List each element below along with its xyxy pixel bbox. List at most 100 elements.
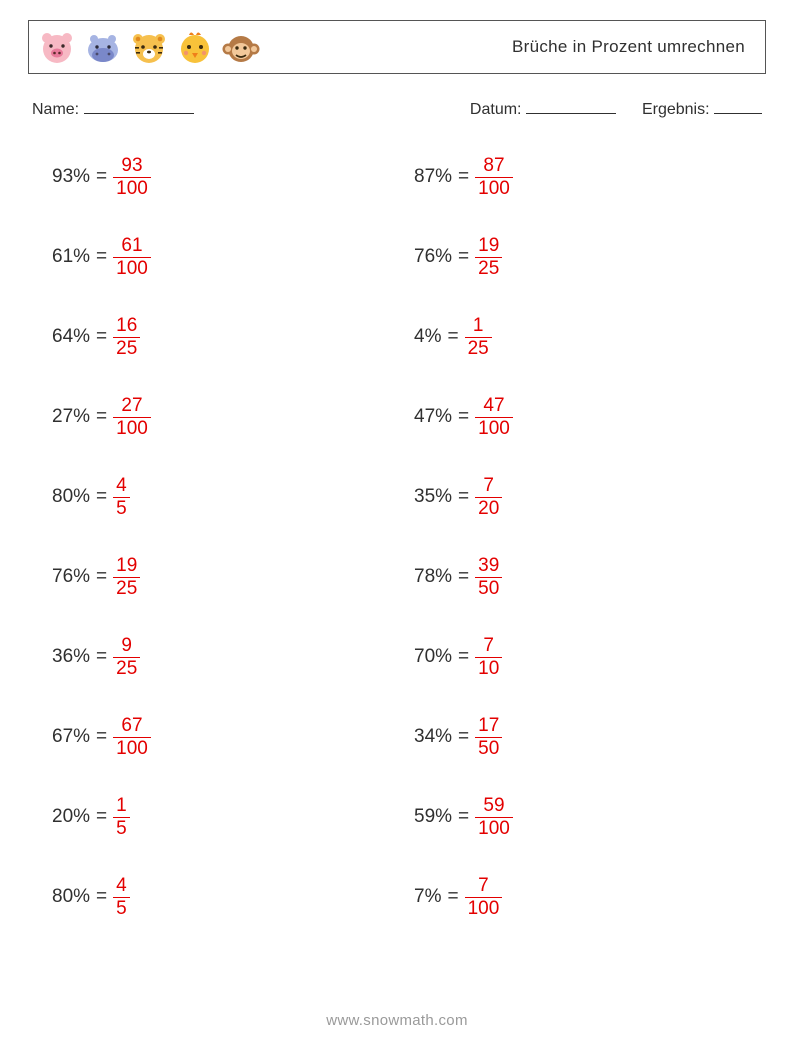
problem-item: 35% = 720: [414, 473, 766, 521]
fraction-denominator: 10: [475, 657, 502, 679]
fraction-answer: 61100: [113, 236, 151, 279]
equals-sign: =: [96, 726, 107, 748]
fraction-denominator: 25: [113, 657, 140, 679]
percent-value: 59%: [414, 806, 452, 828]
percent-value: 80%: [52, 486, 90, 508]
fraction-answer: 125: [465, 316, 492, 359]
result-label: Ergebnis:: [642, 101, 710, 118]
problem-item: 61% = 61100: [52, 233, 404, 281]
fraction-denominator: 50: [475, 577, 502, 599]
fraction-numerator: 7: [480, 636, 497, 657]
worksheet-title: Brüche in Prozent umrechnen: [512, 37, 751, 57]
problem-item: 80%=45: [52, 873, 404, 921]
chick-icon: [175, 27, 215, 67]
equals-sign: =: [96, 886, 107, 908]
fraction-denominator: 100: [113, 177, 151, 199]
equals-sign: =: [447, 886, 458, 908]
fraction-numerator: 17: [475, 716, 502, 737]
percent-value: 61%: [52, 246, 90, 268]
fraction-numerator: 19: [475, 236, 502, 257]
fraction-denominator: 25: [475, 257, 502, 279]
header-icon-row: [37, 27, 261, 67]
tiger-icon: [129, 27, 169, 67]
fraction-denominator: 100: [113, 737, 151, 759]
problem-item: 34% = 1750: [414, 713, 766, 761]
fraction-denominator: 25: [113, 577, 140, 599]
fraction-numerator: 7: [475, 876, 492, 897]
meta-row: Name: Datum: Ergebnis:: [28, 100, 766, 119]
fraction-denominator: 100: [465, 897, 503, 919]
problem-item: 20%=15: [52, 793, 404, 841]
percent-value: 78%: [414, 566, 452, 588]
percent-value: 67%: [52, 726, 90, 748]
fraction-numerator: 1: [470, 316, 487, 337]
problem-grid: 93%=9310087%=8710061%=6110076%=192564%=1…: [28, 153, 766, 921]
fraction-denominator: 20: [475, 497, 502, 519]
problem-item: 67% = 67100: [52, 713, 404, 761]
percent-value: 87%: [414, 166, 452, 188]
equals-sign: =: [96, 246, 107, 268]
fraction-numerator: 67: [118, 716, 145, 737]
fraction-answer: 93100: [113, 156, 151, 199]
name-blank: [84, 100, 194, 114]
result-blank: [714, 100, 762, 114]
fraction-denominator: 5: [113, 497, 130, 519]
fraction-numerator: 61: [118, 236, 145, 257]
percent-value: 36%: [52, 646, 90, 668]
fraction-numerator: 7: [480, 476, 497, 497]
percent-value: 34%: [414, 726, 452, 748]
problem-item: 36% = 925: [52, 633, 404, 681]
name-label: Name:: [32, 101, 79, 118]
equals-sign: =: [96, 806, 107, 828]
date-label: Datum:: [470, 101, 522, 118]
problem-item: 59%=59100: [414, 793, 766, 841]
problem-item: 7% = 7100: [414, 873, 766, 921]
fraction-answer: 1925: [475, 236, 502, 279]
fraction-numerator: 4: [113, 476, 130, 497]
problem-item: 4%=125: [414, 313, 766, 361]
percent-value: 93%: [52, 166, 90, 188]
equals-sign: =: [458, 726, 469, 748]
percent-value: 4%: [414, 326, 441, 348]
equals-sign: =: [96, 566, 107, 588]
fraction-numerator: 59: [480, 796, 507, 817]
fraction-denominator: 5: [113, 897, 130, 919]
problem-item: 93%=93100: [52, 153, 404, 201]
fraction-numerator: 19: [113, 556, 140, 577]
equals-sign: =: [458, 166, 469, 188]
fraction-numerator: 9: [118, 636, 135, 657]
equals-sign: =: [458, 806, 469, 828]
percent-value: 35%: [414, 486, 452, 508]
worksheet-header: Brüche in Prozent umrechnen: [28, 20, 766, 74]
fraction-numerator: 93: [118, 156, 145, 177]
fraction-denominator: 100: [475, 417, 513, 439]
fraction-answer: 7100: [465, 876, 503, 919]
equals-sign: =: [458, 486, 469, 508]
equals-sign: =: [458, 566, 469, 588]
percent-value: 7%: [414, 886, 441, 908]
fraction-denominator: 25: [113, 337, 140, 359]
fraction-denominator: 100: [113, 417, 151, 439]
problem-item: 87%=87100: [414, 153, 766, 201]
result-field: Ergebnis:: [642, 100, 762, 119]
fraction-denominator: 50: [475, 737, 502, 759]
pig-icon: [37, 27, 77, 67]
equals-sign: =: [96, 646, 107, 668]
equals-sign: =: [96, 486, 107, 508]
fraction-numerator: 1: [113, 796, 130, 817]
percent-value: 76%: [414, 246, 452, 268]
fraction-numerator: 87: [480, 156, 507, 177]
fraction-answer: 925: [113, 636, 140, 679]
percent-value: 80%: [52, 886, 90, 908]
monkey-icon: [221, 27, 261, 67]
name-field: Name:: [32, 100, 194, 119]
problem-item: 76%=1925: [414, 233, 766, 281]
hippo-icon: [83, 27, 123, 67]
fraction-numerator: 39: [475, 556, 502, 577]
fraction-denominator: 25: [465, 337, 492, 359]
problem-item: 27%=27100: [52, 393, 404, 441]
equals-sign: =: [96, 326, 107, 348]
percent-value: 70%: [414, 646, 452, 668]
percent-value: 47%: [414, 406, 452, 428]
percent-value: 64%: [52, 326, 90, 348]
